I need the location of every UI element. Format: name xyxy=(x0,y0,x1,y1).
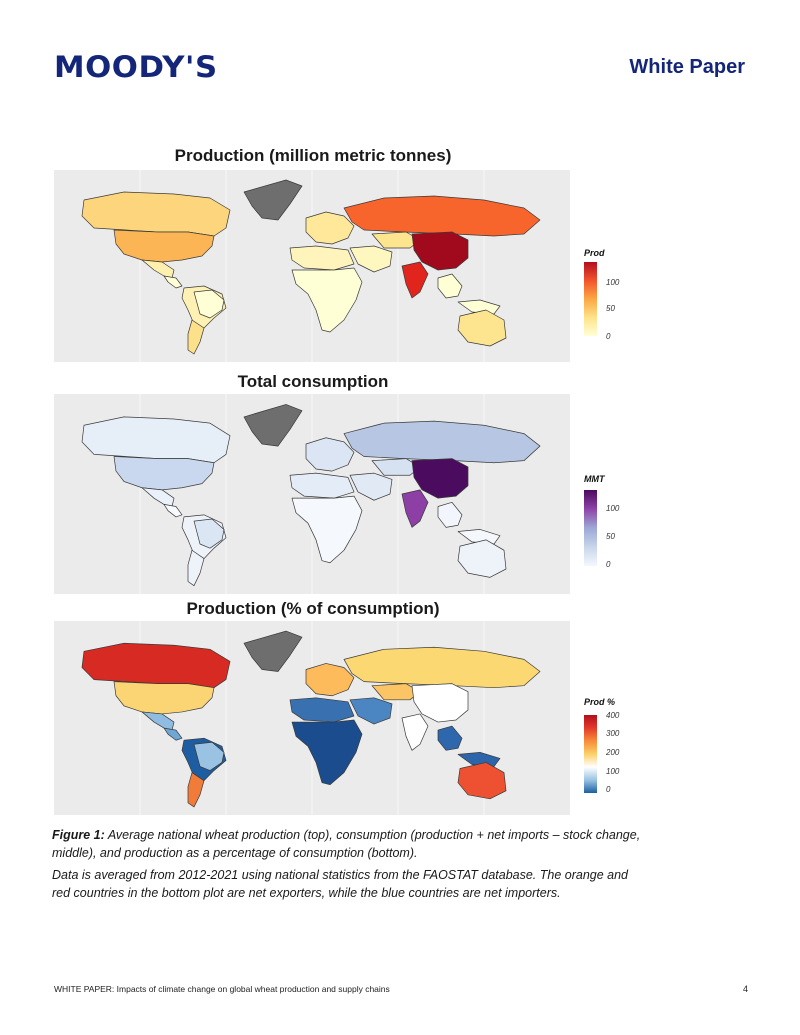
legend-tick: 100 xyxy=(606,767,620,776)
production-percent-map xyxy=(54,621,570,815)
country-brazil xyxy=(193,741,225,771)
country-russia xyxy=(343,195,541,237)
legend-tick: 100 xyxy=(606,278,620,287)
country-china xyxy=(411,683,469,723)
country-canada xyxy=(81,642,231,689)
country-india xyxy=(401,489,429,528)
country-greenland xyxy=(243,179,303,221)
map-title-production-percent: Production (% of consumption) xyxy=(186,599,440,618)
country-islands xyxy=(457,752,501,767)
country-north-africa xyxy=(289,697,355,723)
map-title-production: Production (million metric tonnes) xyxy=(174,146,452,165)
country-india xyxy=(401,261,429,299)
consumption-map xyxy=(54,394,570,594)
production-percent-legend: Prod % 400 300 200 100 0 xyxy=(584,697,619,794)
legend-tick: 50 xyxy=(606,532,615,541)
legend-tick: 0 xyxy=(606,332,611,341)
consumption-legend-title: MMT xyxy=(584,474,605,484)
country-canada xyxy=(81,191,231,237)
legend-tick: 400 xyxy=(606,711,620,720)
country-usa xyxy=(113,456,215,491)
country-islands xyxy=(457,299,501,315)
country-brazil xyxy=(193,289,225,319)
moodys-logo: MOODY'S xyxy=(54,50,218,84)
figure-label: Figure 1: xyxy=(52,828,105,842)
country-mideast xyxy=(349,697,393,725)
country-brazil xyxy=(193,518,225,549)
country-mideast xyxy=(349,245,393,273)
figure-caption-text: Average national wheat production (top),… xyxy=(52,828,641,860)
map-title-consumption: Total consumption xyxy=(237,372,389,391)
country-argentina xyxy=(187,549,205,587)
country-canada xyxy=(81,416,231,464)
country-argentina xyxy=(187,772,205,808)
country-europe xyxy=(305,437,355,472)
production-percent-legend-colorbar xyxy=(584,715,597,793)
page-number: 4 xyxy=(742,984,748,994)
country-north-africa xyxy=(289,245,355,271)
figure-note: Data is averaged from 2012-2021 using na… xyxy=(52,868,629,900)
country-mexico xyxy=(141,259,175,279)
country-australia xyxy=(457,762,507,800)
production-map xyxy=(54,170,570,362)
country-usa xyxy=(113,681,215,715)
production-legend: Prod 100 50 0 xyxy=(584,248,619,341)
country-central xyxy=(163,727,183,741)
country-africa xyxy=(291,267,363,333)
country-russia xyxy=(343,420,541,464)
country-greenland xyxy=(243,630,303,672)
country-se-asia xyxy=(437,501,463,528)
legend-tick: 200 xyxy=(606,748,620,757)
country-se-asia xyxy=(437,725,463,751)
world-map-shapes xyxy=(81,621,541,815)
country-mexico xyxy=(141,487,175,507)
country-africa xyxy=(291,495,363,564)
country-mexico xyxy=(141,711,175,731)
country-north-africa xyxy=(289,472,355,499)
country-russia xyxy=(343,646,541,689)
legend-tick: 100 xyxy=(606,504,620,513)
production-legend-title: Prod xyxy=(584,248,605,258)
country-china xyxy=(411,458,469,499)
country-india xyxy=(401,713,429,751)
country-mideast xyxy=(349,472,393,501)
consumption-legend: MMT 100 50 0 xyxy=(584,474,619,569)
country-australia xyxy=(457,539,507,578)
country-europe xyxy=(305,211,355,245)
production-map-svg xyxy=(81,170,541,362)
footer-document-title: WHITE PAPER: Impacts of climate change o… xyxy=(54,984,390,994)
world-map-shapes xyxy=(81,170,541,362)
production-legend-colorbar xyxy=(584,262,597,336)
country-central xyxy=(163,504,183,518)
country-europe xyxy=(305,663,355,697)
country-argentina xyxy=(187,319,205,355)
country-se-asia xyxy=(437,273,463,299)
country-africa xyxy=(291,719,363,786)
legend-tick: 0 xyxy=(606,785,611,794)
consumption-legend-colorbar xyxy=(584,490,597,566)
figure-caption: Figure 1: Average national wheat product… xyxy=(52,826,642,862)
country-greenland xyxy=(243,404,303,447)
production-percent-legend-title: Prod % xyxy=(584,697,616,707)
country-islands xyxy=(457,529,501,545)
legend-tick: 50 xyxy=(606,304,615,313)
document-type-label: White Paper xyxy=(629,56,745,78)
legend-tick: 0 xyxy=(606,560,611,569)
country-usa xyxy=(113,229,215,263)
legend-tick: 300 xyxy=(606,729,620,738)
production-percent-map-svg xyxy=(81,621,541,815)
country-australia xyxy=(457,309,507,347)
country-central xyxy=(163,275,183,289)
world-map-shapes xyxy=(81,394,541,594)
consumption-map-svg xyxy=(81,394,541,594)
country-china xyxy=(411,231,469,271)
